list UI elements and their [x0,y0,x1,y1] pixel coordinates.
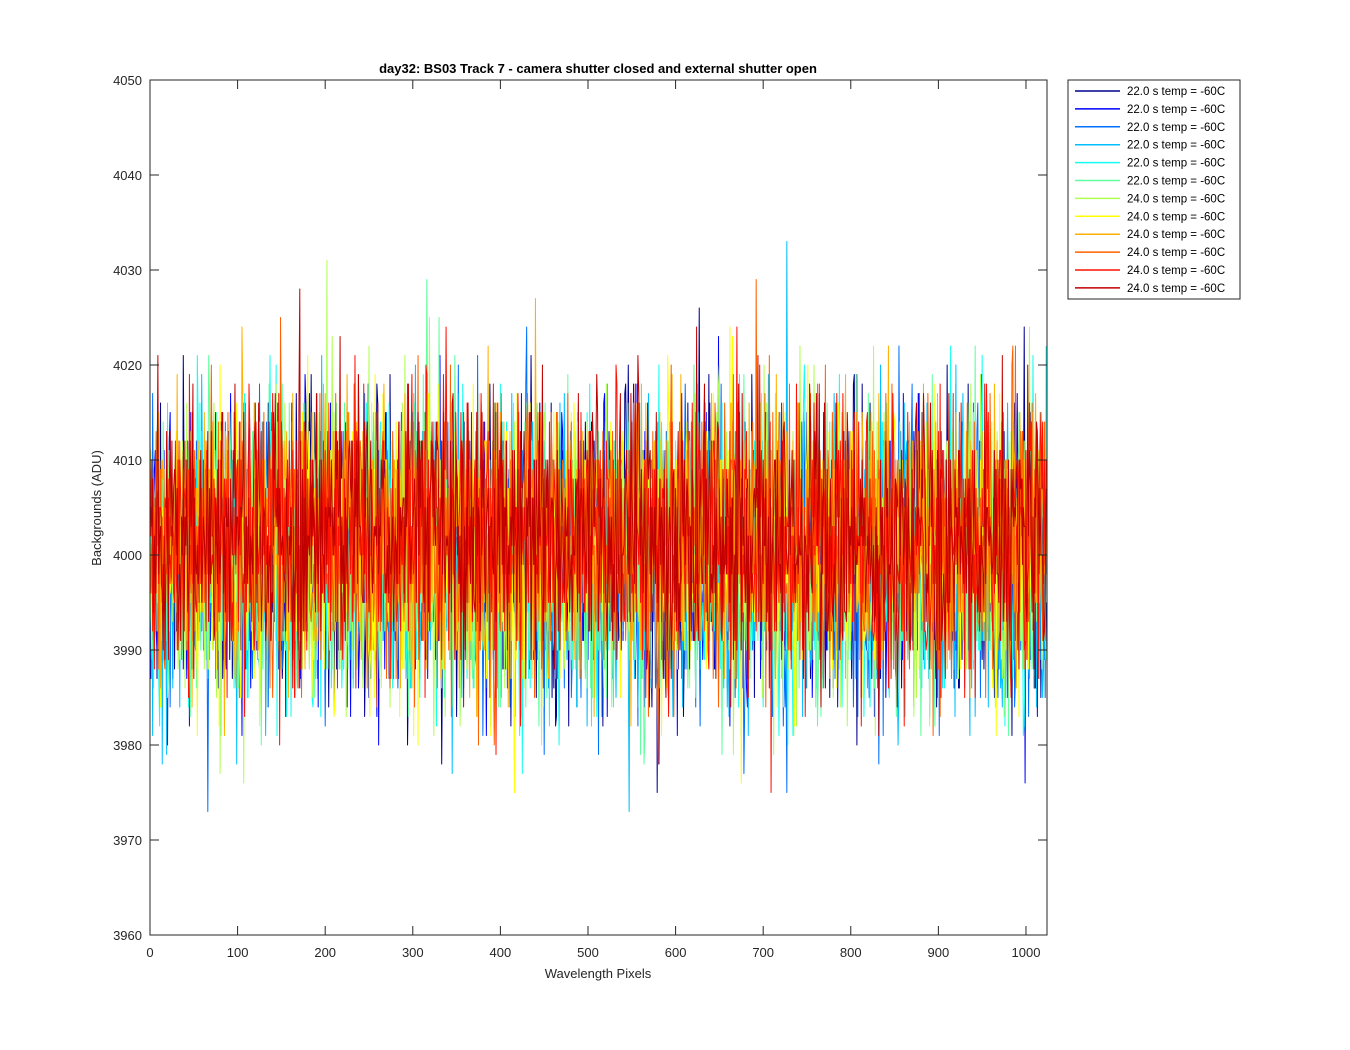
y-axis-label: Backgrounds (ADU) [89,450,104,566]
legend-entry-label: 22.0 s temp = -60C [1127,122,1225,134]
legend-entry-label: 24.0 s temp = -60C [1127,247,1225,259]
y-axis: 3960 3970 3980 3990 4000 4010 4020 4030 4040 4050 [113,73,1047,943]
legend-entry-label: 22.0 s temp = -60C [1127,140,1225,152]
legend: 22.0 s temp = -60C 22.0 s temp = -60C 22.0… [1067,79,1241,300]
y-tick-label: 3980 [113,738,142,753]
legend-entry-label: 24.0 s temp = -60C [1127,229,1225,241]
legend-entry-label: 24.0 s temp = -60C [1127,193,1225,205]
x-axis-label: Wavelength Pixels [545,966,652,981]
x-tick-label: 900 [928,945,950,960]
legend-entry-label: 22.0 s temp = -60C [1127,158,1225,170]
axes-box [149,79,1048,936]
x-tick-label: 100 [227,945,249,960]
x-tick-label: 0 [146,945,153,960]
x-axis: 0 100 200 300 400 500 600 700 800 900 1000 [146,80,1040,960]
series-line-12 [149,288,1047,736]
y-tick-label: 4020 [113,358,142,373]
x-tick-label: 500 [577,945,599,960]
x-tick-label: 300 [402,945,424,960]
y-tick-label: 3970 [113,833,142,848]
series-layer [149,241,1047,812]
x-tick-label: 200 [314,945,336,960]
y-tick-label: 4030 [113,263,142,278]
chart-title: day32: BS03 Track 7 - camera shutter clo… [379,61,817,76]
x-tick-label: 400 [490,945,512,960]
y-tick-label: 4000 [113,548,142,563]
legend-entry-label: 22.0 s temp = -60C [1127,176,1225,188]
legend-entry-label: 22.0 s temp = -60C [1127,86,1225,98]
y-tick-label: 3960 [113,928,142,943]
legend-entry-label: 22.0 s temp = -60C [1127,104,1225,116]
y-tick-label: 4050 [113,73,142,88]
legend-box [1067,79,1241,300]
legend-entry-label: 24.0 s temp = -60C [1127,265,1225,277]
x-tick-label: 800 [840,945,862,960]
x-tick-label: 1000 [1012,945,1041,960]
y-tick-label: 4040 [113,168,142,183]
y-tick-label: 4010 [113,453,142,468]
legend-entry-label: 24.0 s temp = -60C [1127,283,1225,295]
legend-entry-label: 24.0 s temp = -60C [1127,211,1225,223]
x-tick-label: 600 [665,945,687,960]
y-tick-label: 3990 [113,643,142,658]
x-tick-label: 700 [752,945,774,960]
